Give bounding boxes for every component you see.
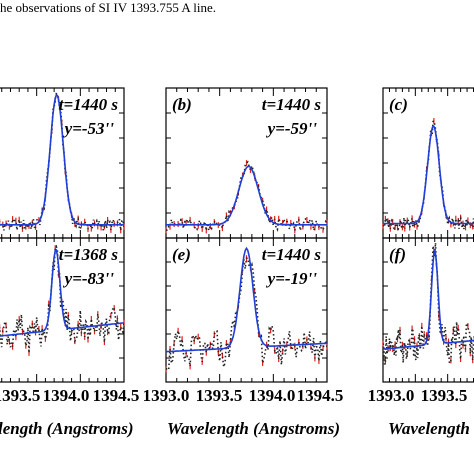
panel-label: (f) [389,245,406,264]
x-tick-label: 1393.0 [143,386,190,405]
x-tick-label: 1394.0 [43,386,90,405]
x-tick-label: 1393.5 [0,386,40,405]
x-axis-label: Wavelength (Angstroms) [167,419,340,438]
figure-caption: he observations of SI IV 1393.755 A line… [0,0,217,15]
model-fit-line [0,248,124,337]
x-tick-label: 1394.0 [249,386,296,405]
panel-c: (c) [382,87,474,239]
observed-profile [0,92,124,232]
position-label: y=-19'' [266,269,318,288]
time-label: t=1440 s [262,95,322,114]
position-label: y=-59'' [266,119,318,138]
time-label: t=1440 s [59,95,119,114]
panel-label: (e) [172,245,191,264]
panel-label: (c) [389,95,408,114]
panel-f: (f) [382,237,474,383]
model-fit-line [383,125,474,225]
model-fit-line [166,246,327,353]
x-tick-label: 1394.5 [297,386,344,405]
model-fit-line [0,94,124,226]
panel-e: (e) t=1440 s y=-19'' [165,237,328,383]
position-label: y=-83'' [63,269,115,288]
observed-profile [166,257,327,372]
position-label: y=-53'' [63,119,115,138]
x-tick-label: 1393.5 [421,386,468,405]
panel-d: t=1368 s y=-83'' [0,237,125,383]
x-tick-label: 1394.5 [93,386,140,405]
x-tick-label: 1393.0 [368,386,415,405]
panel-label: (b) [172,95,192,114]
time-label: t=1440 s [262,245,322,264]
model-fit-line [166,165,327,226]
x-axis-label: length (Angstroms) [0,419,134,438]
time-label: t=1368 s [59,245,119,264]
x-axis-label: Wavelength ( [388,419,474,438]
observed-profile [383,119,474,231]
observed-profile [166,160,327,234]
panel-a: t=1440 s y=-53'' [0,87,125,239]
model-fit-line [383,248,474,350]
panel-b: (b) t=1440 s y=-59'' [165,87,328,239]
x-tick-label: 1393.5 [196,386,243,405]
